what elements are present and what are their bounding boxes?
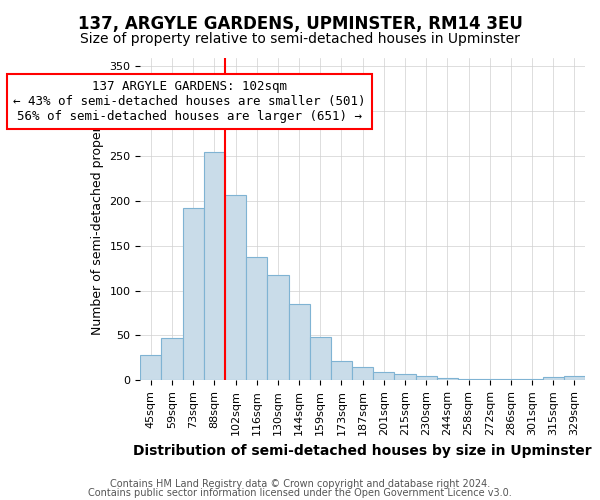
Bar (310, 338, 331, 380)
Y-axis label: Number of semi-detached properties: Number of semi-detached properties (91, 103, 104, 334)
Bar (542, 376, 564, 380)
Text: 137 ARGYLE GARDENS: 102sqm
← 43% of semi-detached houses are smaller (501)
56% o: 137 ARGYLE GARDENS: 102sqm ← 43% of semi… (13, 80, 365, 123)
Text: Contains public sector information licensed under the Open Government Licence v3: Contains public sector information licen… (88, 488, 512, 498)
Bar (352, 367, 373, 380)
Bar (161, 338, 182, 380)
Text: 137, ARGYLE GARDENS, UPMINSTER, RM14 3EU: 137, ARGYLE GARDENS, UPMINSTER, RM14 3EU (77, 15, 523, 33)
Bar (289, 304, 310, 380)
Bar (182, 208, 204, 380)
Bar (331, 362, 352, 380)
X-axis label: Distribution of semi-detached houses by size in Upminster: Distribution of semi-detached houses by … (133, 444, 592, 458)
Bar (437, 378, 458, 380)
Bar (140, 355, 161, 380)
Bar (394, 374, 416, 380)
Bar (479, 378, 500, 380)
Bar (564, 376, 585, 380)
Bar (373, 372, 394, 380)
Bar (500, 378, 521, 380)
Bar (204, 152, 225, 380)
Bar (225, 194, 246, 380)
Bar (246, 256, 268, 380)
Text: Size of property relative to semi-detached houses in Upminster: Size of property relative to semi-detach… (80, 32, 520, 46)
Text: Contains HM Land Registry data © Crown copyright and database right 2024.: Contains HM Land Registry data © Crown c… (110, 479, 490, 489)
Bar (458, 378, 479, 380)
Bar (416, 376, 437, 380)
Bar (268, 276, 289, 380)
